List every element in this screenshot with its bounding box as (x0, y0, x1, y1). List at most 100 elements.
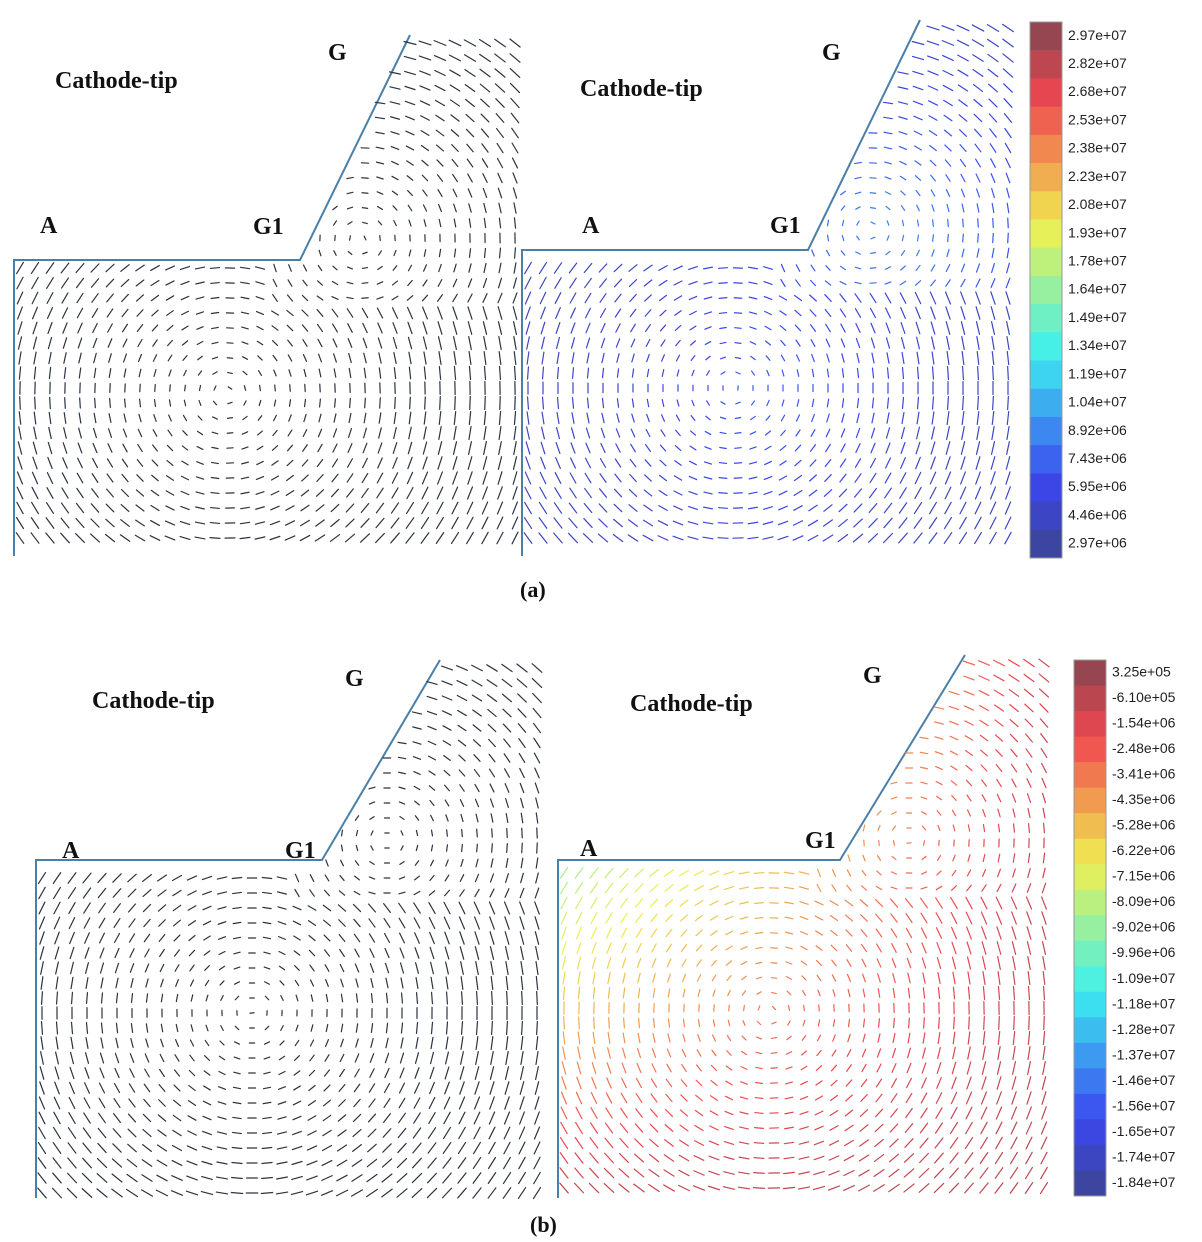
vector-arrow (540, 472, 545, 483)
vector-arrow (681, 930, 687, 936)
vector-arrow (729, 1005, 730, 1011)
vector-arrow (576, 1107, 582, 1118)
vector-arrow (665, 870, 674, 876)
vector-arrow (810, 310, 816, 316)
vector-arrow (419, 56, 430, 60)
vector-arrow (886, 323, 890, 333)
vector-arrow (885, 293, 891, 303)
colorbar-swatch (1074, 686, 1106, 712)
vector-arrow (810, 475, 817, 481)
vector-arrow (784, 1157, 794, 1158)
vector-arrow (981, 1107, 987, 1119)
vector-arrow (142, 1190, 153, 1196)
vector-arrow (447, 830, 448, 836)
vector-arrow (407, 161, 414, 165)
vector-arrow (937, 871, 941, 875)
vector-arrow (76, 503, 83, 512)
vector-arrow (334, 221, 337, 225)
vector-arrow (660, 460, 666, 466)
vector-arrow (353, 1114, 360, 1121)
vector-arrow (263, 892, 272, 893)
vector-arrow (1007, 203, 1009, 213)
vector-arrow (725, 887, 734, 890)
vector-arrow (234, 1072, 240, 1074)
vector-arrow (901, 443, 905, 454)
vector-arrow (1026, 1122, 1031, 1134)
vector-arrow (920, 752, 927, 753)
vector-arrow (569, 533, 578, 542)
vector-arrow (1044, 1017, 1045, 1030)
vector-arrow (423, 205, 426, 211)
vector-arrow (452, 533, 459, 544)
vector-arrow (181, 267, 190, 270)
vector-arrow (423, 322, 427, 334)
vector-arrow (763, 537, 773, 539)
vector-arrow (859, 1170, 869, 1176)
vector-arrow (264, 1072, 270, 1074)
vector-arrow (243, 357, 248, 360)
vector-arrow (968, 1047, 970, 1059)
vector-arrow (650, 869, 659, 876)
vector-arrow (863, 1034, 865, 1042)
vector-arrow (446, 1052, 449, 1064)
vector-arrow (1026, 1137, 1032, 1149)
vector-arrow (256, 282, 264, 285)
vector-arrow (484, 442, 487, 455)
vector-arrow (953, 972, 955, 983)
vector-arrow (61, 263, 69, 273)
vector-arrow (841, 429, 844, 437)
vector-arrow (593, 1047, 596, 1058)
vector-arrow (797, 355, 800, 361)
vector-arrow (407, 487, 413, 498)
vector-arrow (461, 1052, 464, 1065)
vector-arrow (827, 369, 828, 377)
vector-arrow (189, 1070, 194, 1075)
vector-arrow (444, 1097, 449, 1109)
vector-arrow (528, 367, 529, 379)
plot-label: G1 (770, 213, 801, 239)
colorbar-label: 4.46e+06 (1068, 506, 1127, 522)
vector-arrow (399, 802, 404, 804)
vector-arrow (996, 897, 1002, 909)
vector-arrow (420, 86, 430, 90)
vector-arrow (826, 444, 831, 451)
vector-arrow (534, 1188, 541, 1199)
vector-arrow (416, 1053, 419, 1064)
vector-arrow (1006, 472, 1010, 484)
vector-arrow (242, 462, 249, 464)
vector-arrow (598, 534, 607, 542)
vector-arrow (801, 932, 808, 935)
vector-arrow (607, 1063, 611, 1073)
vector-arrow (189, 921, 196, 926)
colorbar-swatch (1030, 502, 1062, 531)
vector-arrow (417, 993, 418, 1004)
vector-arrow (1003, 69, 1012, 77)
vector-arrow (445, 1067, 449, 1079)
vector-arrow (492, 844, 493, 852)
vector-arrow (718, 523, 728, 524)
vector-arrow (122, 489, 129, 496)
vector-arrow (784, 872, 794, 873)
vector-arrow (506, 947, 509, 960)
vector-arrow (959, 533, 966, 544)
vector-arrow (888, 368, 889, 378)
vector-arrow (764, 297, 771, 300)
vector-arrow (963, 234, 964, 242)
vector-arrow (893, 974, 895, 983)
colorbar-swatch (1074, 1094, 1106, 1120)
vector-arrow (583, 534, 592, 543)
vector-arrow (438, 295, 443, 301)
vector-arrow (326, 1040, 329, 1047)
vector-arrow (1026, 897, 1031, 909)
vector-arrow (346, 519, 354, 527)
vector-arrow (898, 72, 908, 74)
vector-arrow (475, 932, 479, 944)
colorbar-label: -5.28e+06 (1112, 817, 1176, 833)
vector-arrow (453, 174, 458, 181)
vector-arrow (644, 520, 653, 526)
vector-arrow (936, 767, 943, 770)
vector-arrow (646, 445, 651, 452)
vector-arrow (674, 491, 682, 495)
vector-arrow (755, 1113, 763, 1114)
boundary (36, 660, 440, 1198)
